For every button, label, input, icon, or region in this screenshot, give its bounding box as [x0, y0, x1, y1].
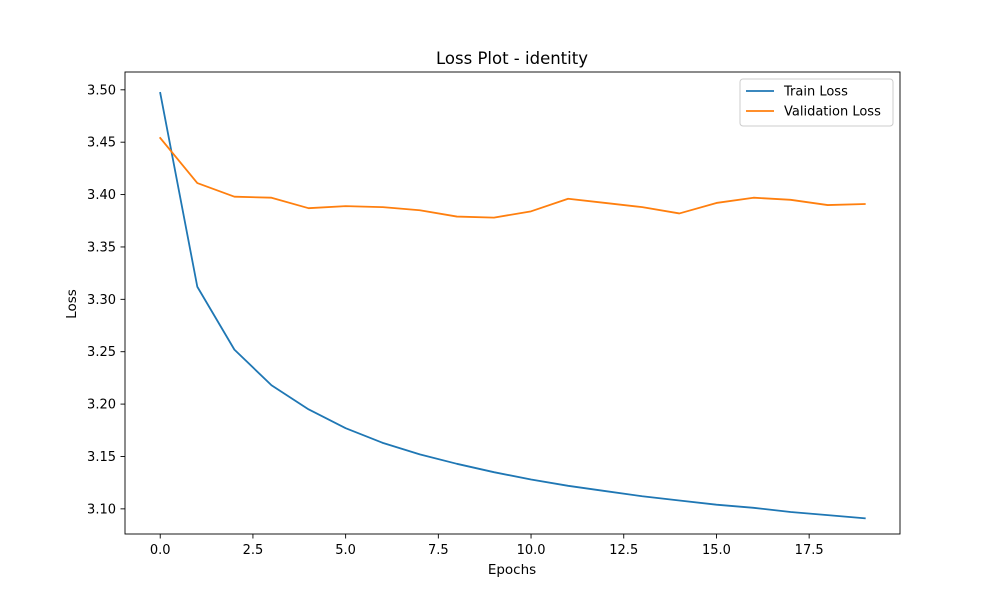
series-layer — [158, 91, 866, 520]
y-tick-label: 3.50 — [87, 83, 116, 98]
legend-box — [739, 78, 894, 127]
y-axis-ticks: 3.10 3.15 3.20 3.25 3.30 3.35 3.40 3.45 3.50 — [87, 83, 125, 517]
x-tick-label: 7.5 — [428, 543, 449, 558]
plot-area — [124, 71, 901, 535]
y-tick-label: 3.30 — [87, 293, 116, 308]
y-tick-label: 3.45 — [87, 136, 116, 151]
x-tick-label: 15.0 — [702, 543, 731, 558]
x-tick-label: 2.5 — [243, 543, 264, 558]
legend: Train Loss Validation Loss — [739, 78, 894, 127]
series-line-validation-loss — [158, 136, 866, 219]
x-tick-label: 5.0 — [335, 543, 356, 558]
y-tick-label: 3.10 — [87, 502, 116, 517]
legend-label: Train Loss — [783, 85, 848, 100]
y-tick-label: 3.35 — [87, 240, 116, 255]
plot-frame — [124, 71, 901, 535]
series-line-train-loss — [159, 91, 866, 520]
y-tick-label: 3.40 — [87, 188, 116, 203]
x-tick-label: 12.5 — [609, 543, 638, 558]
x-tick-label: 10.0 — [517, 543, 546, 558]
x-axis-label: Epochs — [488, 562, 536, 578]
x-tick-label: 0.0 — [150, 543, 171, 558]
y-tick-label: 3.15 — [87, 450, 116, 465]
y-axis-label: Loss — [64, 289, 80, 319]
y-tick-label: 3.25 — [87, 345, 116, 360]
x-tick-label: 17.5 — [795, 543, 824, 558]
legend-label: Validation Loss — [784, 105, 881, 120]
chart-title: Loss Plot - identity — [436, 49, 588, 68]
y-tick-label: 3.20 — [87, 398, 116, 413]
x-axis-ticks: 0.0 2.5 5.0 7.5 10.0 12.5 15.0 17.5 — [150, 534, 824, 558]
